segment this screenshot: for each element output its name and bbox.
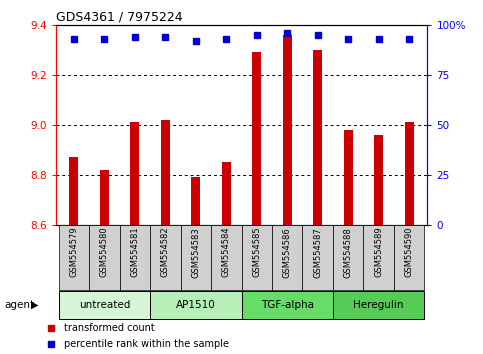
- Text: GSM554580: GSM554580: [100, 227, 109, 278]
- Bar: [100, 170, 109, 225]
- Text: untreated: untreated: [79, 300, 130, 310]
- Text: GSM554584: GSM554584: [222, 227, 231, 278]
- Bar: [58, 291, 150, 319]
- Bar: [394, 225, 425, 290]
- Bar: [58, 225, 89, 290]
- Text: GSM554582: GSM554582: [161, 227, 170, 278]
- Text: agent: agent: [5, 300, 35, 310]
- Bar: [181, 225, 211, 290]
- Bar: [363, 225, 394, 290]
- Text: transformed count: transformed count: [64, 323, 155, 333]
- Text: GSM554587: GSM554587: [313, 227, 322, 278]
- Text: Heregulin: Heregulin: [354, 300, 404, 310]
- Bar: [191, 177, 200, 225]
- Bar: [313, 50, 322, 225]
- Bar: [150, 225, 181, 290]
- Bar: [333, 291, 425, 319]
- Text: TGF-alpha: TGF-alpha: [261, 300, 314, 310]
- Text: ▶: ▶: [31, 300, 39, 310]
- Bar: [302, 225, 333, 290]
- Bar: [120, 225, 150, 290]
- Bar: [242, 225, 272, 290]
- Text: AP1510: AP1510: [176, 300, 215, 310]
- Bar: [89, 225, 120, 290]
- Text: percentile rank within the sample: percentile rank within the sample: [64, 339, 229, 349]
- Bar: [374, 135, 383, 225]
- Text: GSM554585: GSM554585: [252, 227, 261, 278]
- Bar: [211, 225, 242, 290]
- Bar: [130, 122, 140, 225]
- Text: GSM554581: GSM554581: [130, 227, 139, 278]
- Text: GSM554589: GSM554589: [374, 227, 383, 278]
- Text: GSM554586: GSM554586: [283, 227, 292, 278]
- Bar: [343, 130, 353, 225]
- Bar: [242, 291, 333, 319]
- Text: GSM554579: GSM554579: [70, 227, 78, 278]
- Text: GSM554588: GSM554588: [344, 227, 353, 278]
- Bar: [252, 52, 261, 225]
- Bar: [272, 225, 302, 290]
- Bar: [150, 291, 242, 319]
- Text: GSM554583: GSM554583: [191, 227, 200, 278]
- Bar: [333, 225, 363, 290]
- Bar: [283, 35, 292, 225]
- Bar: [222, 162, 231, 225]
- Bar: [161, 120, 170, 225]
- Text: GDS4361 / 7975224: GDS4361 / 7975224: [56, 11, 182, 24]
- Bar: [405, 122, 414, 225]
- Bar: [69, 157, 78, 225]
- Text: GSM554590: GSM554590: [405, 227, 413, 277]
